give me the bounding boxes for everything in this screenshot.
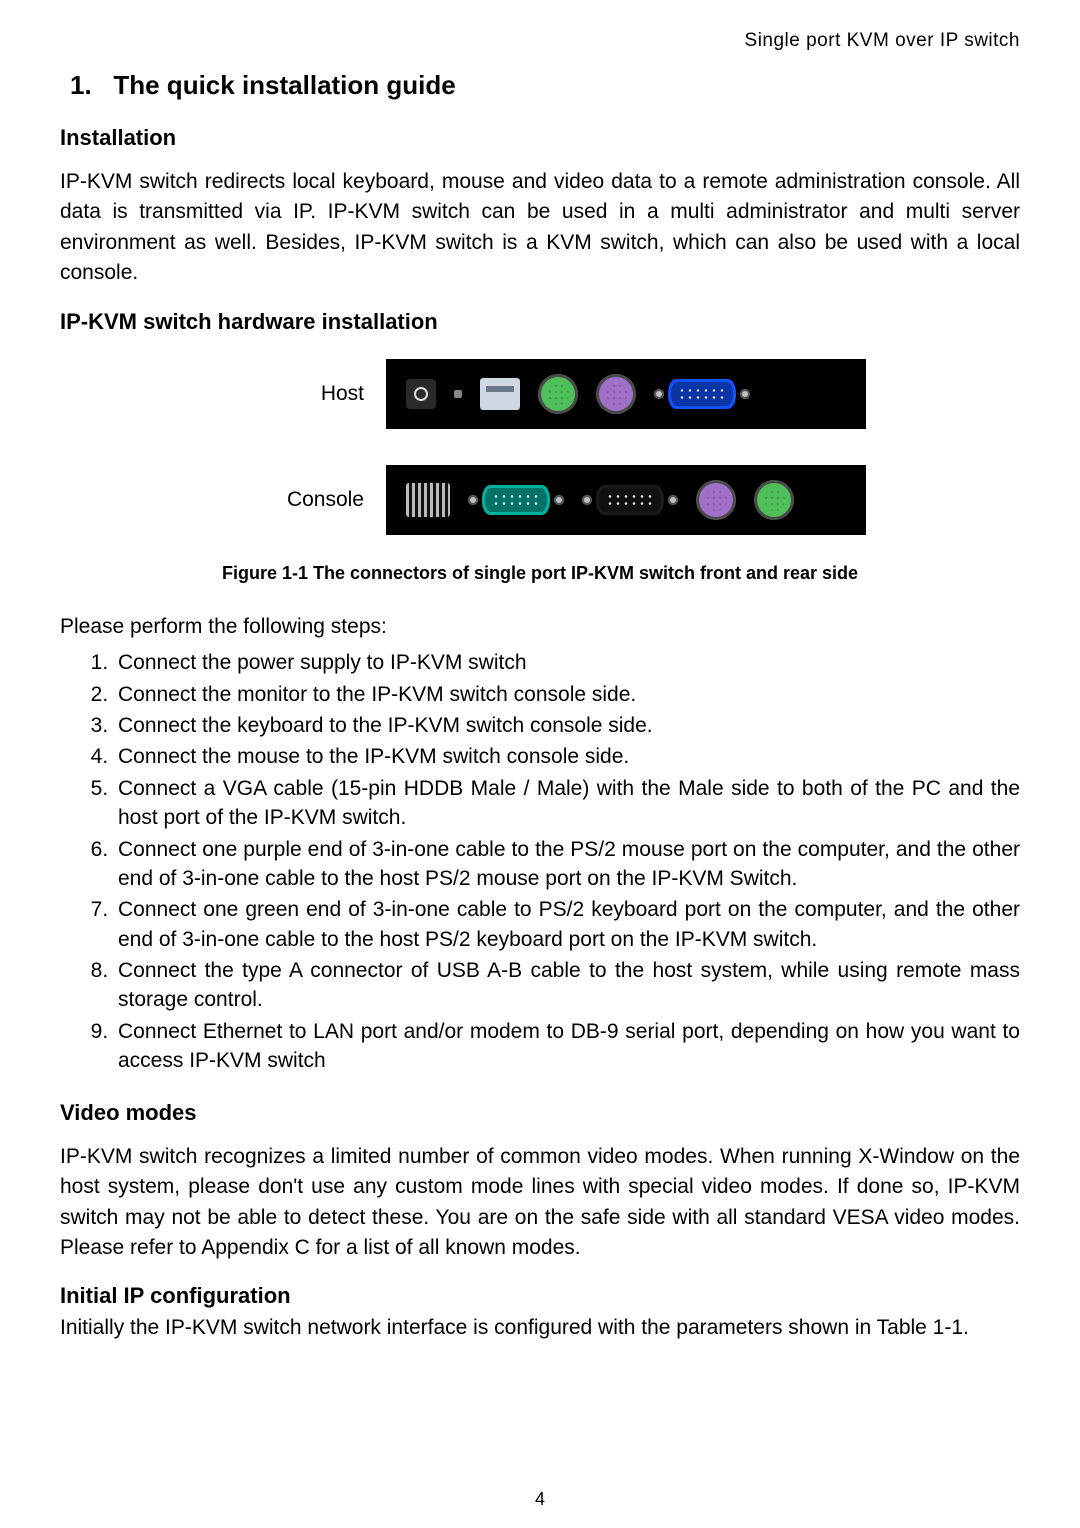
- list-item: Connect Ethernet to LAN port and/or mode…: [114, 1017, 1020, 1076]
- video-modes-heading: Video modes: [60, 1100, 1020, 1126]
- list-item: Connect one purple end of 3-in-one cable…: [114, 835, 1020, 894]
- ps2-mouse-console-icon: [696, 480, 736, 520]
- installation-heading: Installation: [60, 125, 1020, 151]
- list-item: Connect the mouse to the IP-KVM switch c…: [114, 742, 1020, 771]
- host-label: Host: [214, 382, 364, 406]
- hardware-heading: IP-KVM switch hardware installation: [60, 309, 1020, 335]
- steps-intro: Please perform the following steps:: [60, 612, 1020, 642]
- initial-ip-paragraph: Initially the IP-KVM switch network inte…: [60, 1313, 1020, 1343]
- host-panel-row: Host: [214, 359, 866, 429]
- serial-port-icon: [468, 485, 564, 515]
- power-jack-icon: [406, 379, 436, 409]
- installation-paragraph: IP-KVM switch redirects local keyboard, …: [60, 167, 1020, 289]
- list-item: Connect the type A connector of USB A-B …: [114, 956, 1020, 1015]
- section-title: 1. The quick installation guide: [70, 70, 1020, 101]
- lan-port-icon: [480, 378, 520, 410]
- vga-console-icon: [582, 485, 678, 515]
- list-item: Connect the monitor to the IP-KVM switch…: [114, 680, 1020, 709]
- ps2-keyboard-console-icon: [754, 480, 794, 520]
- list-item: Connect one green end of 3-in-one cable …: [114, 895, 1020, 954]
- initial-ip-heading: Initial IP configuration: [60, 1283, 1020, 1309]
- console-panel-row: Console: [214, 465, 866, 535]
- section-title-text: The quick installation guide: [113, 70, 455, 100]
- vga-host-icon: [654, 379, 750, 409]
- list-item: Connect the power supply to IP-KVM switc…: [114, 648, 1020, 677]
- ps2-keyboard-icon: [538, 374, 578, 414]
- section-number: 1.: [70, 70, 92, 100]
- document-page: Single port KVM over IP switch 1. The qu…: [0, 0, 1080, 1528]
- list-item: Connect the keyboard to the IP-KVM switc…: [114, 711, 1020, 740]
- vent-grille-icon: [406, 483, 450, 517]
- running-header: Single port KVM over IP switch: [60, 30, 1020, 52]
- hardware-figure: Host Console: [60, 351, 1020, 598]
- page-number: 4: [0, 1489, 1080, 1510]
- steps-list: Connect the power supply to IP-KVM switc…: [60, 648, 1020, 1075]
- host-panel: [386, 359, 866, 429]
- reset-pinhole-icon: [454, 390, 462, 398]
- ps2-mouse-icon: [596, 374, 636, 414]
- figure-caption: Figure 1-1 The connectors of single port…: [222, 563, 858, 584]
- console-label: Console: [214, 488, 364, 512]
- console-panel: [386, 465, 866, 535]
- list-item: Connect a VGA cable (15-pin HDDB Male / …: [114, 774, 1020, 833]
- video-modes-paragraph: IP-KVM switch recognizes a limited numbe…: [60, 1142, 1020, 1264]
